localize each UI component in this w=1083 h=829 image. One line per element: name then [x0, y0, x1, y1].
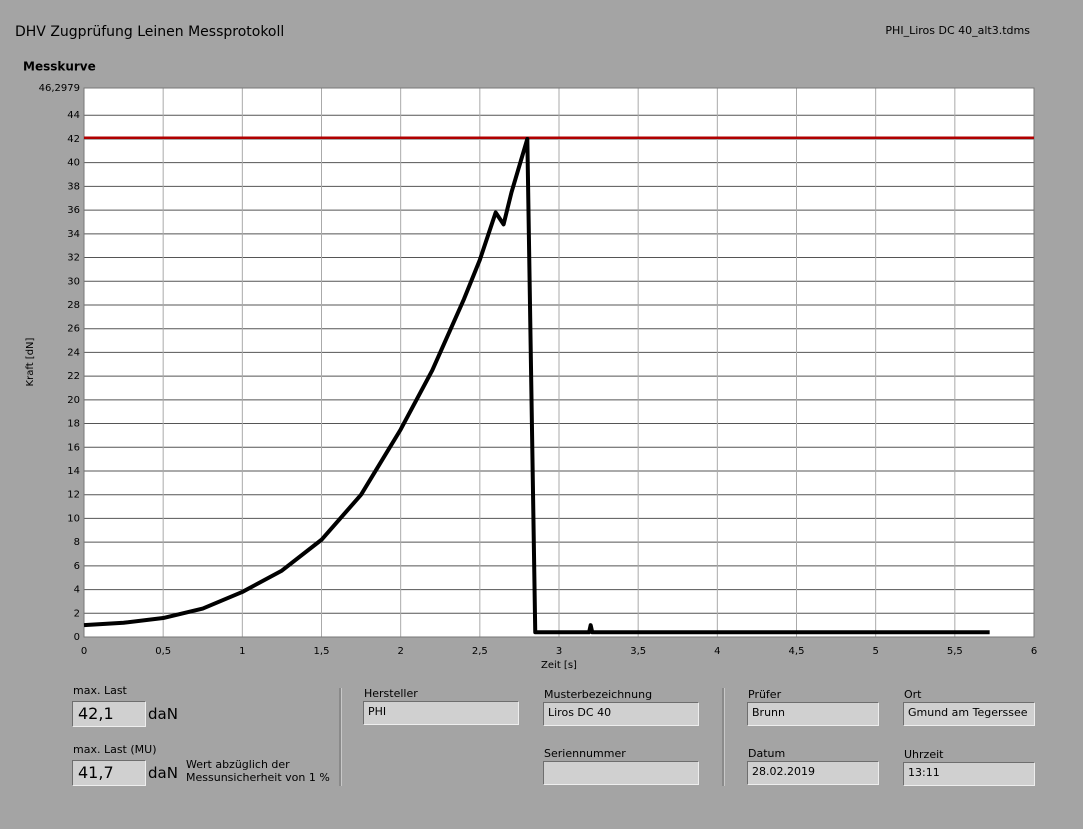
x-tick-label: 1 [239, 646, 245, 657]
value-box: 13:11 [903, 762, 1035, 786]
label: Datum [748, 747, 786, 760]
x-tick-label: 3,5 [630, 646, 646, 657]
y-tick-label: 32 [67, 253, 80, 264]
unit: daN [148, 764, 178, 782]
y-tick-label: 38 [67, 181, 80, 192]
file-name: PHI_Liros DC 40_alt3.tdms [885, 24, 1030, 37]
label: Seriennummer [544, 747, 626, 760]
y-tick-label: 46,2979 [39, 83, 80, 94]
y-tick-label: 44 [67, 110, 80, 121]
x-axis-label: Zeit [s] [541, 660, 577, 671]
separator [339, 688, 342, 786]
x-tick-label: 0,5 [155, 646, 171, 657]
value-box: 28.02.2019 [747, 761, 879, 785]
y-tick-label: 22 [67, 371, 80, 382]
value-box [543, 761, 699, 785]
x-tick-label: 3 [556, 646, 562, 657]
plot-frame [83, 87, 1035, 638]
x-tick-label: 2,5 [472, 646, 488, 657]
x-tick-label: 1,5 [314, 646, 330, 657]
y-tick-label: 12 [67, 490, 80, 501]
y-tick-label: 34 [67, 229, 80, 240]
value-box: Liros DC 40 [543, 702, 699, 726]
y-tick-label: 24 [67, 347, 80, 358]
y-tick-label: 40 [67, 158, 80, 169]
x-tick-label: 0 [81, 646, 87, 657]
note: Messunsicherheit von 1 % [186, 771, 330, 784]
y-tick-label: 42 [67, 134, 80, 145]
y-tick-label: 4 [74, 585, 80, 596]
y-tick-label: 6 [74, 561, 80, 572]
x-tick-label: 4,5 [789, 646, 805, 657]
y-tick-label: 26 [67, 324, 80, 335]
note: Wert abzüglich der [186, 758, 290, 771]
label: Prüfer [748, 688, 782, 701]
page-title: DHV Zugprüfung Leinen Messprotokoll [15, 24, 284, 40]
y-tick-label: 20 [67, 395, 80, 406]
y-tick-label: 36 [67, 205, 80, 216]
y-tick-label: 16 [67, 442, 80, 453]
value-box: Gmund am Tegerssee [903, 702, 1035, 726]
x-tick-label: 5,5 [947, 646, 963, 657]
value-box: PHI [363, 701, 519, 725]
label: Musterbezeichnung [544, 688, 653, 701]
curve [83, 136, 990, 635]
value-box: 42,1 [72, 701, 146, 727]
y-tick-label: 30 [67, 276, 80, 287]
y-tick-label: 2 [74, 608, 80, 619]
x-tick-label: 4 [714, 646, 720, 657]
separator [722, 688, 725, 786]
chart: DHV Zugprüfung Leinen Messprotokoll PHI_… [15, 24, 1037, 671]
y-tick-label: 10 [67, 513, 80, 524]
label: max. Last (MU) [73, 743, 157, 756]
value-box: Brunn [747, 702, 879, 726]
label: Hersteller [364, 687, 418, 700]
x-tick-label: 6 [1031, 646, 1037, 657]
x-tick-label: 2 [397, 646, 403, 657]
unit: daN [148, 705, 178, 723]
value-box: 41,7 [72, 760, 146, 786]
y-tick-label: 28 [67, 300, 80, 311]
y-tick-label: 0 [74, 632, 80, 643]
y-axis-label: Kraft [dN] [25, 337, 36, 386]
label: Uhrzeit [904, 748, 944, 761]
chart-title: Messkurve [23, 60, 96, 74]
y-tick-label: 8 [74, 537, 80, 548]
y-tick-label: 18 [67, 419, 80, 430]
x-tick-label: 5 [872, 646, 878, 657]
y-tick-label: 14 [67, 466, 80, 477]
label: Ort [904, 688, 922, 701]
label: max. Last [73, 684, 127, 697]
